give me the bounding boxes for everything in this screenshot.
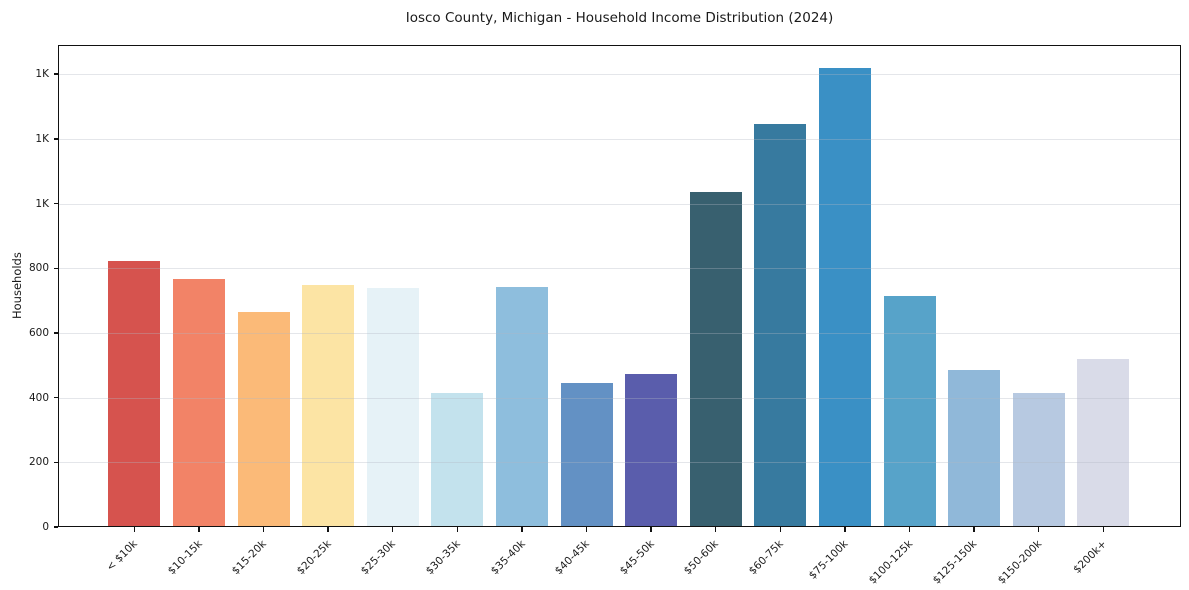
x-tick-label: $100-125k <box>866 538 915 587</box>
x-tick-mark <box>521 527 523 532</box>
bar <box>366 287 419 527</box>
chart-title: Iosco County, Michigan - Household Incom… <box>405 10 834 26</box>
y-tick-mark <box>53 73 58 75</box>
bar <box>560 382 613 527</box>
bar <box>237 311 290 527</box>
x-tick-label: $75-100k <box>806 538 851 582</box>
x-tick-label: $125-150k <box>931 538 980 587</box>
x-tick-mark <box>262 527 265 532</box>
bar <box>689 191 742 527</box>
x-tick-label: $40-45k <box>552 538 592 578</box>
bar <box>108 261 161 527</box>
bar <box>431 393 484 527</box>
x-tick-label: $150-200k <box>995 538 1045 587</box>
x-tick-mark <box>585 527 588 532</box>
gridline <box>58 332 1181 334</box>
y-tick-label: 800 <box>28 262 49 275</box>
y-tick-mark <box>53 138 58 140</box>
y-tick-label: 0 <box>42 521 49 533</box>
x-tick-mark <box>908 527 911 532</box>
bar <box>1012 392 1065 527</box>
plot-area <box>58 45 1181 527</box>
bar <box>754 123 807 527</box>
x-tick-mark <box>327 527 329 532</box>
gridline <box>58 138 1181 140</box>
x-tick-mark <box>198 527 200 532</box>
x-tick-label: $10-15k <box>165 538 205 578</box>
bar <box>883 296 936 527</box>
x-tick-label: $60-75k <box>746 538 786 578</box>
x-tick-mark <box>714 527 717 532</box>
bar <box>818 67 871 527</box>
x-tick-mark <box>844 527 846 532</box>
y-tick-label: 1K <box>35 197 49 210</box>
x-tick-mark <box>391 527 394 532</box>
x-tick-label: $200k+ <box>1070 538 1109 576</box>
y-tick-label: 200 <box>28 456 49 469</box>
bar <box>495 286 548 527</box>
gridline <box>58 203 1181 205</box>
gridline <box>58 74 1181 76</box>
bar <box>948 369 1001 527</box>
gridline <box>58 268 1181 270</box>
y-tick-label: 1K <box>35 132 49 145</box>
x-tick-mark <box>650 527 652 532</box>
bar <box>302 285 355 527</box>
x-tick-label: < $10k <box>104 538 140 574</box>
y-tick-mark <box>53 461 58 464</box>
x-tick-label: $35-40k <box>488 538 528 578</box>
y-tick-mark <box>53 332 58 334</box>
y-tick-label: 400 <box>28 391 49 404</box>
x-tick-mark <box>1037 527 1040 532</box>
y-tick-mark <box>53 396 58 399</box>
x-tick-label: $30-35k <box>423 538 463 578</box>
x-tick-label: $25-30k <box>359 538 399 578</box>
y-tick-mark <box>53 526 58 528</box>
y-tick-label: 1K <box>35 68 49 81</box>
x-tick-mark <box>1102 527 1104 532</box>
gridline <box>58 397 1181 399</box>
y-tick-mark <box>53 267 58 269</box>
x-tick-label: $50-60k <box>682 538 722 578</box>
x-tick-mark <box>779 527 781 532</box>
x-tick-mark <box>133 527 136 532</box>
x-tick-mark <box>973 527 975 532</box>
x-tick-label: $15-20k <box>229 538 269 578</box>
x-tick-label: $20-25k <box>294 538 334 578</box>
x-tick-mark <box>456 527 459 532</box>
bar <box>1077 358 1130 527</box>
y-tick-mark <box>53 202 58 205</box>
bar <box>172 278 225 527</box>
y-tick-label: 600 <box>28 326 49 339</box>
bar <box>625 373 678 527</box>
x-tick-label: $45-50k <box>617 538 657 578</box>
gridline <box>58 462 1181 464</box>
